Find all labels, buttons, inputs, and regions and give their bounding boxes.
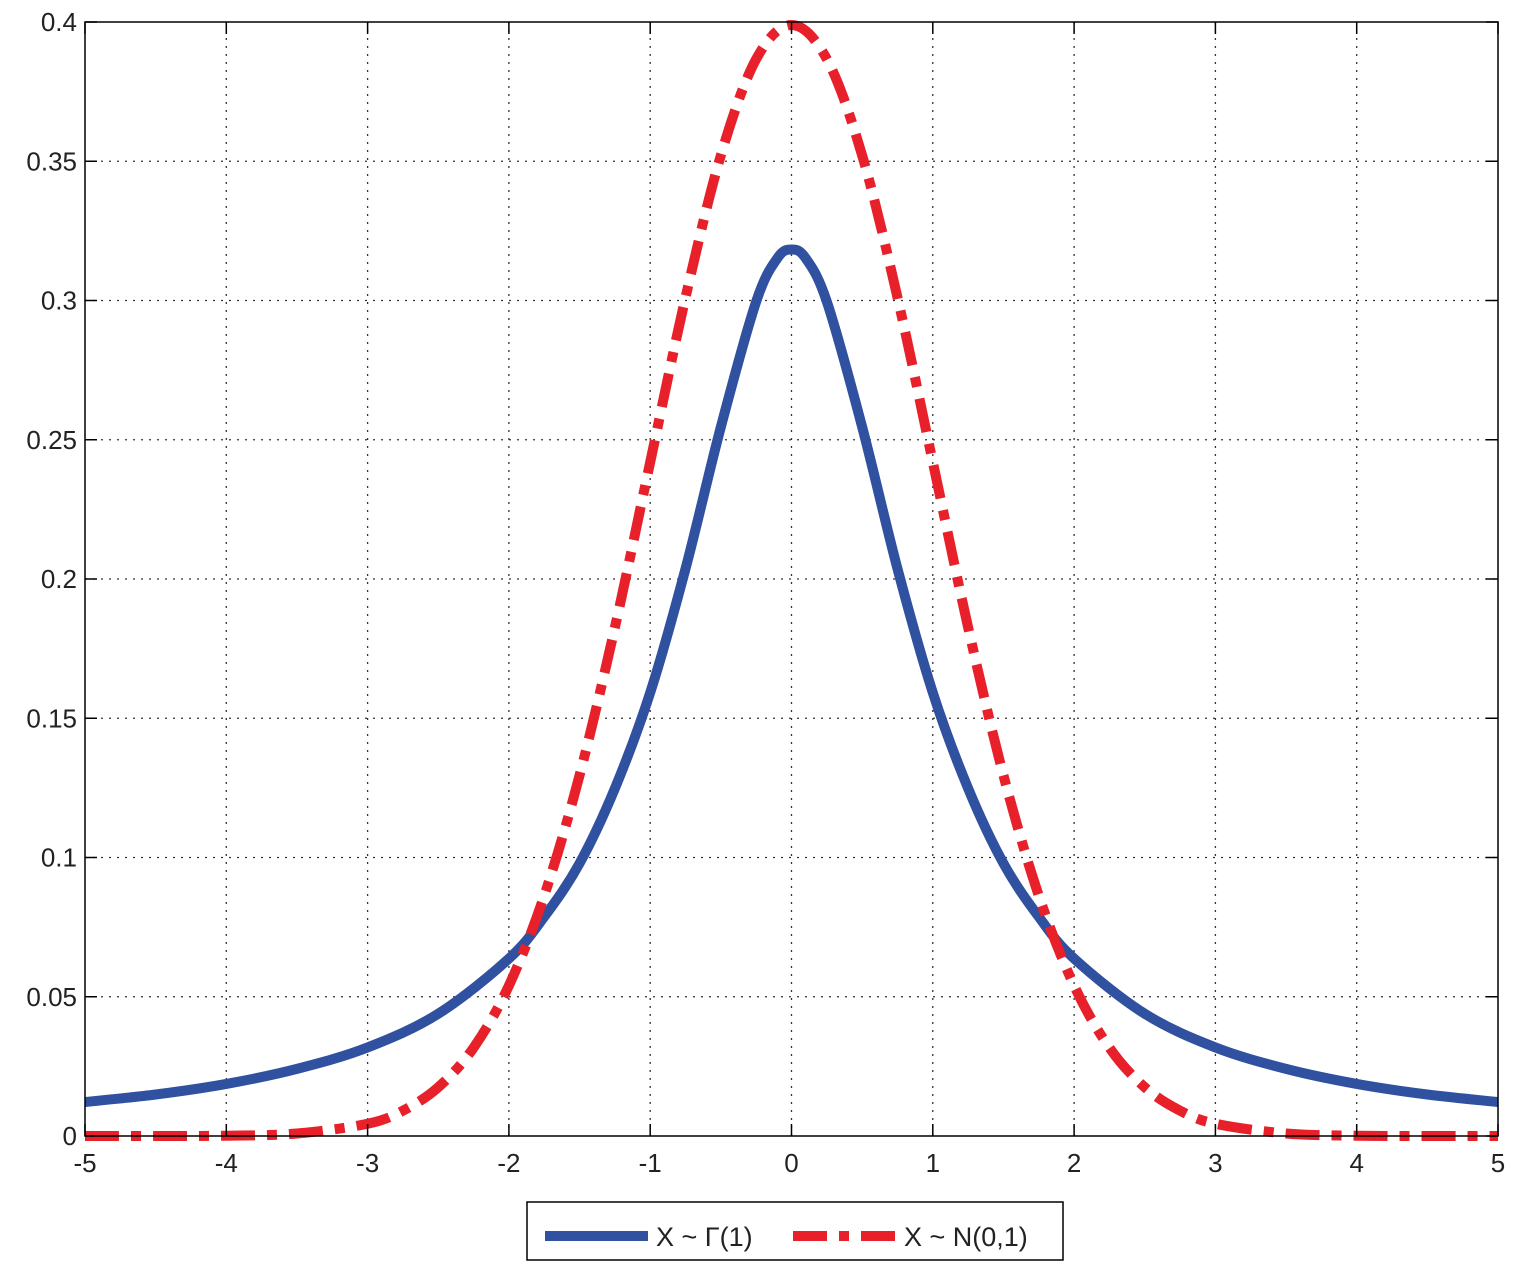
series-line-gamma bbox=[84, 244, 1499, 1107]
y-tick-label: 0.15 bbox=[26, 703, 77, 733]
y-tick-label: 0 bbox=[63, 1121, 77, 1151]
x-tick-label: 2 bbox=[1067, 1148, 1081, 1178]
y-tick-label: 0.3 bbox=[41, 286, 77, 316]
x-tick-label: 1 bbox=[926, 1148, 940, 1178]
y-tick-label: 0.2 bbox=[41, 564, 77, 594]
legend-label-gamma: X ~ Γ(1) bbox=[656, 1222, 753, 1252]
legend: X ~ Γ(1) X ~ N(0,1) bbox=[526, 1201, 1064, 1261]
x-tick-label: -2 bbox=[497, 1148, 520, 1178]
grid-lines bbox=[85, 22, 1498, 1136]
axis-ticks: -5 -4 -3 -2 -1 0 1 2 3 4 5 0 0.05 0.1 0.15 0.2 0.25 0.3 0.… bbox=[26, 7, 1505, 1178]
x-tick-label: 3 bbox=[1208, 1148, 1222, 1178]
x-tick-label: -3 bbox=[356, 1148, 379, 1178]
x-tick-label: -4 bbox=[215, 1148, 238, 1178]
y-tick-label: 0.05 bbox=[26, 982, 77, 1012]
x-tick-label: 4 bbox=[1349, 1148, 1363, 1178]
y-tick-label: 0.1 bbox=[41, 843, 77, 873]
x-tick-label: 0 bbox=[784, 1148, 798, 1178]
x-tick-label: -5 bbox=[73, 1148, 96, 1178]
x-tick-label: 5 bbox=[1491, 1148, 1505, 1178]
x-tick-label: -1 bbox=[639, 1148, 662, 1178]
legend-label-normal: X ~ N(0,1) bbox=[904, 1222, 1028, 1252]
y-tick-label: 0.35 bbox=[26, 146, 77, 176]
y-tick-label: 0.4 bbox=[41, 7, 77, 37]
y-tick-label: 0.25 bbox=[26, 425, 77, 455]
